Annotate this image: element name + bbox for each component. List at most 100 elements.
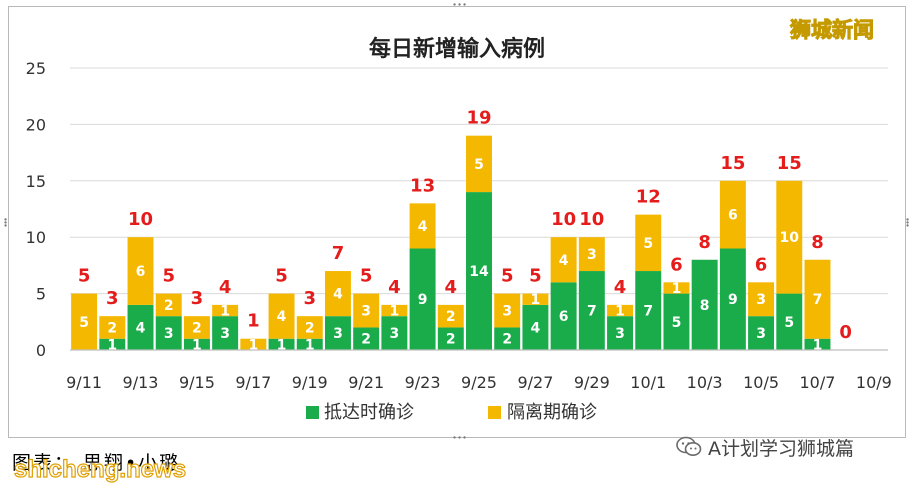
resize-handle-right[interactable]: ∙ ∙ ∙ [905, 215, 911, 230]
bar-arrival [748, 316, 775, 350]
bar-quarantine [99, 316, 126, 339]
bar-quarantine [748, 282, 775, 317]
bar-quarantine [804, 259, 831, 339]
bar-label-quarantine: 4 [277, 309, 287, 325]
bar-arrival [494, 327, 521, 350]
bar-total-label: 5 [501, 266, 514, 287]
bar-label-arrival: 5 [672, 315, 682, 331]
bar-total-label: 5 [162, 266, 175, 287]
bar-label-arrival: 7 [643, 304, 653, 320]
bar-total-label: 4 [219, 277, 232, 298]
bar-label-arrival: 2 [446, 332, 456, 348]
y-tick-label: 0 [36, 341, 46, 360]
bar-label-quarantine: 10 [780, 230, 800, 246]
resize-handle-left[interactable]: ∙ ∙ ∙ [3, 215, 9, 230]
bar-label-quarantine: 4 [418, 219, 428, 235]
bar-total-label: 7 [332, 243, 345, 264]
resize-handle-bottom[interactable]: ∙∙∙ [452, 433, 468, 442]
bar-label-arrival: 9 [728, 292, 738, 308]
bar-total-label: 13 [410, 175, 435, 196]
legend-swatch-arrival [306, 406, 319, 419]
bar-arrival [466, 192, 492, 350]
bar-label-quarantine: 2 [192, 320, 202, 336]
bar-quarantine [578, 237, 605, 272]
stacked-bar-chart: 每日新增输入病例05101520255512346103251233141114… [26, 36, 892, 423]
x-tick-label: 9/13 [123, 373, 159, 392]
bar-quarantine [663, 282, 690, 294]
chart-frame [8, 6, 906, 438]
brand-logo: 狮城新闻 [790, 14, 875, 44]
bar-total-label: 6 [755, 254, 768, 275]
bar-arrival [607, 316, 634, 350]
resize-handle-top[interactable]: ∙∙∙ [452, 0, 468, 9]
bar-label-arrival: 5 [784, 315, 794, 331]
bar-label-quarantine: 5 [474, 157, 484, 173]
bar-total-label: 4 [388, 277, 401, 298]
bar-label-quarantine: 1 [248, 337, 258, 353]
y-tick-label: 20 [26, 115, 46, 134]
bar-label-quarantine: 1 [220, 304, 230, 320]
bar-total-label: 8 [698, 232, 711, 253]
bar-label-quarantine: 3 [361, 304, 371, 320]
bar-arrival [776, 293, 803, 350]
bar-total-label: 10 [128, 209, 153, 230]
bar-quarantine [183, 316, 210, 339]
chart-credit: 图表： 思翔•小璐 [12, 452, 181, 474]
bar-quarantine [494, 293, 521, 328]
bar-arrival [155, 316, 182, 350]
bar-total-label: 12 [636, 187, 661, 208]
bar-total-label: 3 [303, 288, 316, 309]
bar-label-arrival: 1 [277, 337, 287, 353]
bar-label-arrival: 6 [559, 309, 569, 325]
bar-label-arrival: 3 [390, 326, 400, 342]
bar-label-quarantine: 4 [333, 287, 343, 303]
bar-total-label: 5 [360, 266, 373, 287]
y-tick-label: 25 [26, 59, 46, 78]
bar-label-arrival: 4 [531, 320, 541, 336]
bar-label-quarantine: 5 [643, 236, 653, 252]
bar-label-arrival: 1 [192, 337, 202, 353]
y-tick-label: 10 [26, 228, 46, 247]
y-tick-label: 5 [36, 285, 46, 304]
bar-label-arrival: 1 [813, 337, 823, 353]
bar-quarantine [296, 316, 323, 339]
bar-arrival [550, 282, 577, 350]
bar-label-arrival: 2 [502, 332, 512, 348]
bar-quarantine [776, 180, 803, 294]
bar-total-label: 15 [720, 153, 745, 174]
x-tick-label: 9/17 [235, 373, 271, 392]
bar-label-quarantine: 7 [813, 292, 823, 308]
bar-total-label: 8 [811, 232, 824, 253]
x-tick-label: 10/5 [743, 373, 779, 392]
bar-arrival [353, 327, 380, 350]
bar-label-arrival: 3 [333, 326, 343, 342]
bar-quarantine [71, 293, 98, 350]
x-tick-label: 9/21 [348, 373, 384, 392]
x-tick-label: 9/15 [179, 373, 215, 392]
bar-arrival [268, 338, 295, 350]
bar-arrival [804, 338, 831, 350]
bar-label-quarantine: 3 [587, 247, 597, 263]
bar-quarantine [240, 338, 267, 350]
bar-total-label: 4 [614, 277, 627, 298]
bar-quarantine [409, 203, 436, 249]
bar-arrival [99, 338, 126, 350]
bar-total-label: 10 [579, 209, 604, 230]
bar-total-label: 6 [670, 254, 683, 275]
chart-title: 每日新增输入病例 [369, 36, 545, 62]
bar-label-quarantine: 1 [615, 304, 625, 320]
bar-label-arrival: 3 [164, 326, 174, 342]
bar-quarantine [719, 180, 746, 249]
bar-quarantine [155, 293, 182, 317]
x-tick-label: 9/27 [517, 373, 553, 392]
bar-total-label: 3 [106, 288, 119, 309]
bar-label-quarantine: 2 [107, 320, 117, 336]
x-tick-label: 10/3 [687, 373, 723, 392]
bar-label-arrival: 3 [615, 326, 625, 342]
legend-label-quarantine: 隔离期确诊 [507, 402, 597, 423]
bar-label-arrival: 9 [418, 292, 428, 308]
x-tick-label: 9/29 [574, 373, 610, 392]
bar-arrival [127, 304, 154, 350]
bar-total-label: 15 [777, 153, 802, 174]
bar-label-quarantine: 1 [390, 304, 400, 320]
